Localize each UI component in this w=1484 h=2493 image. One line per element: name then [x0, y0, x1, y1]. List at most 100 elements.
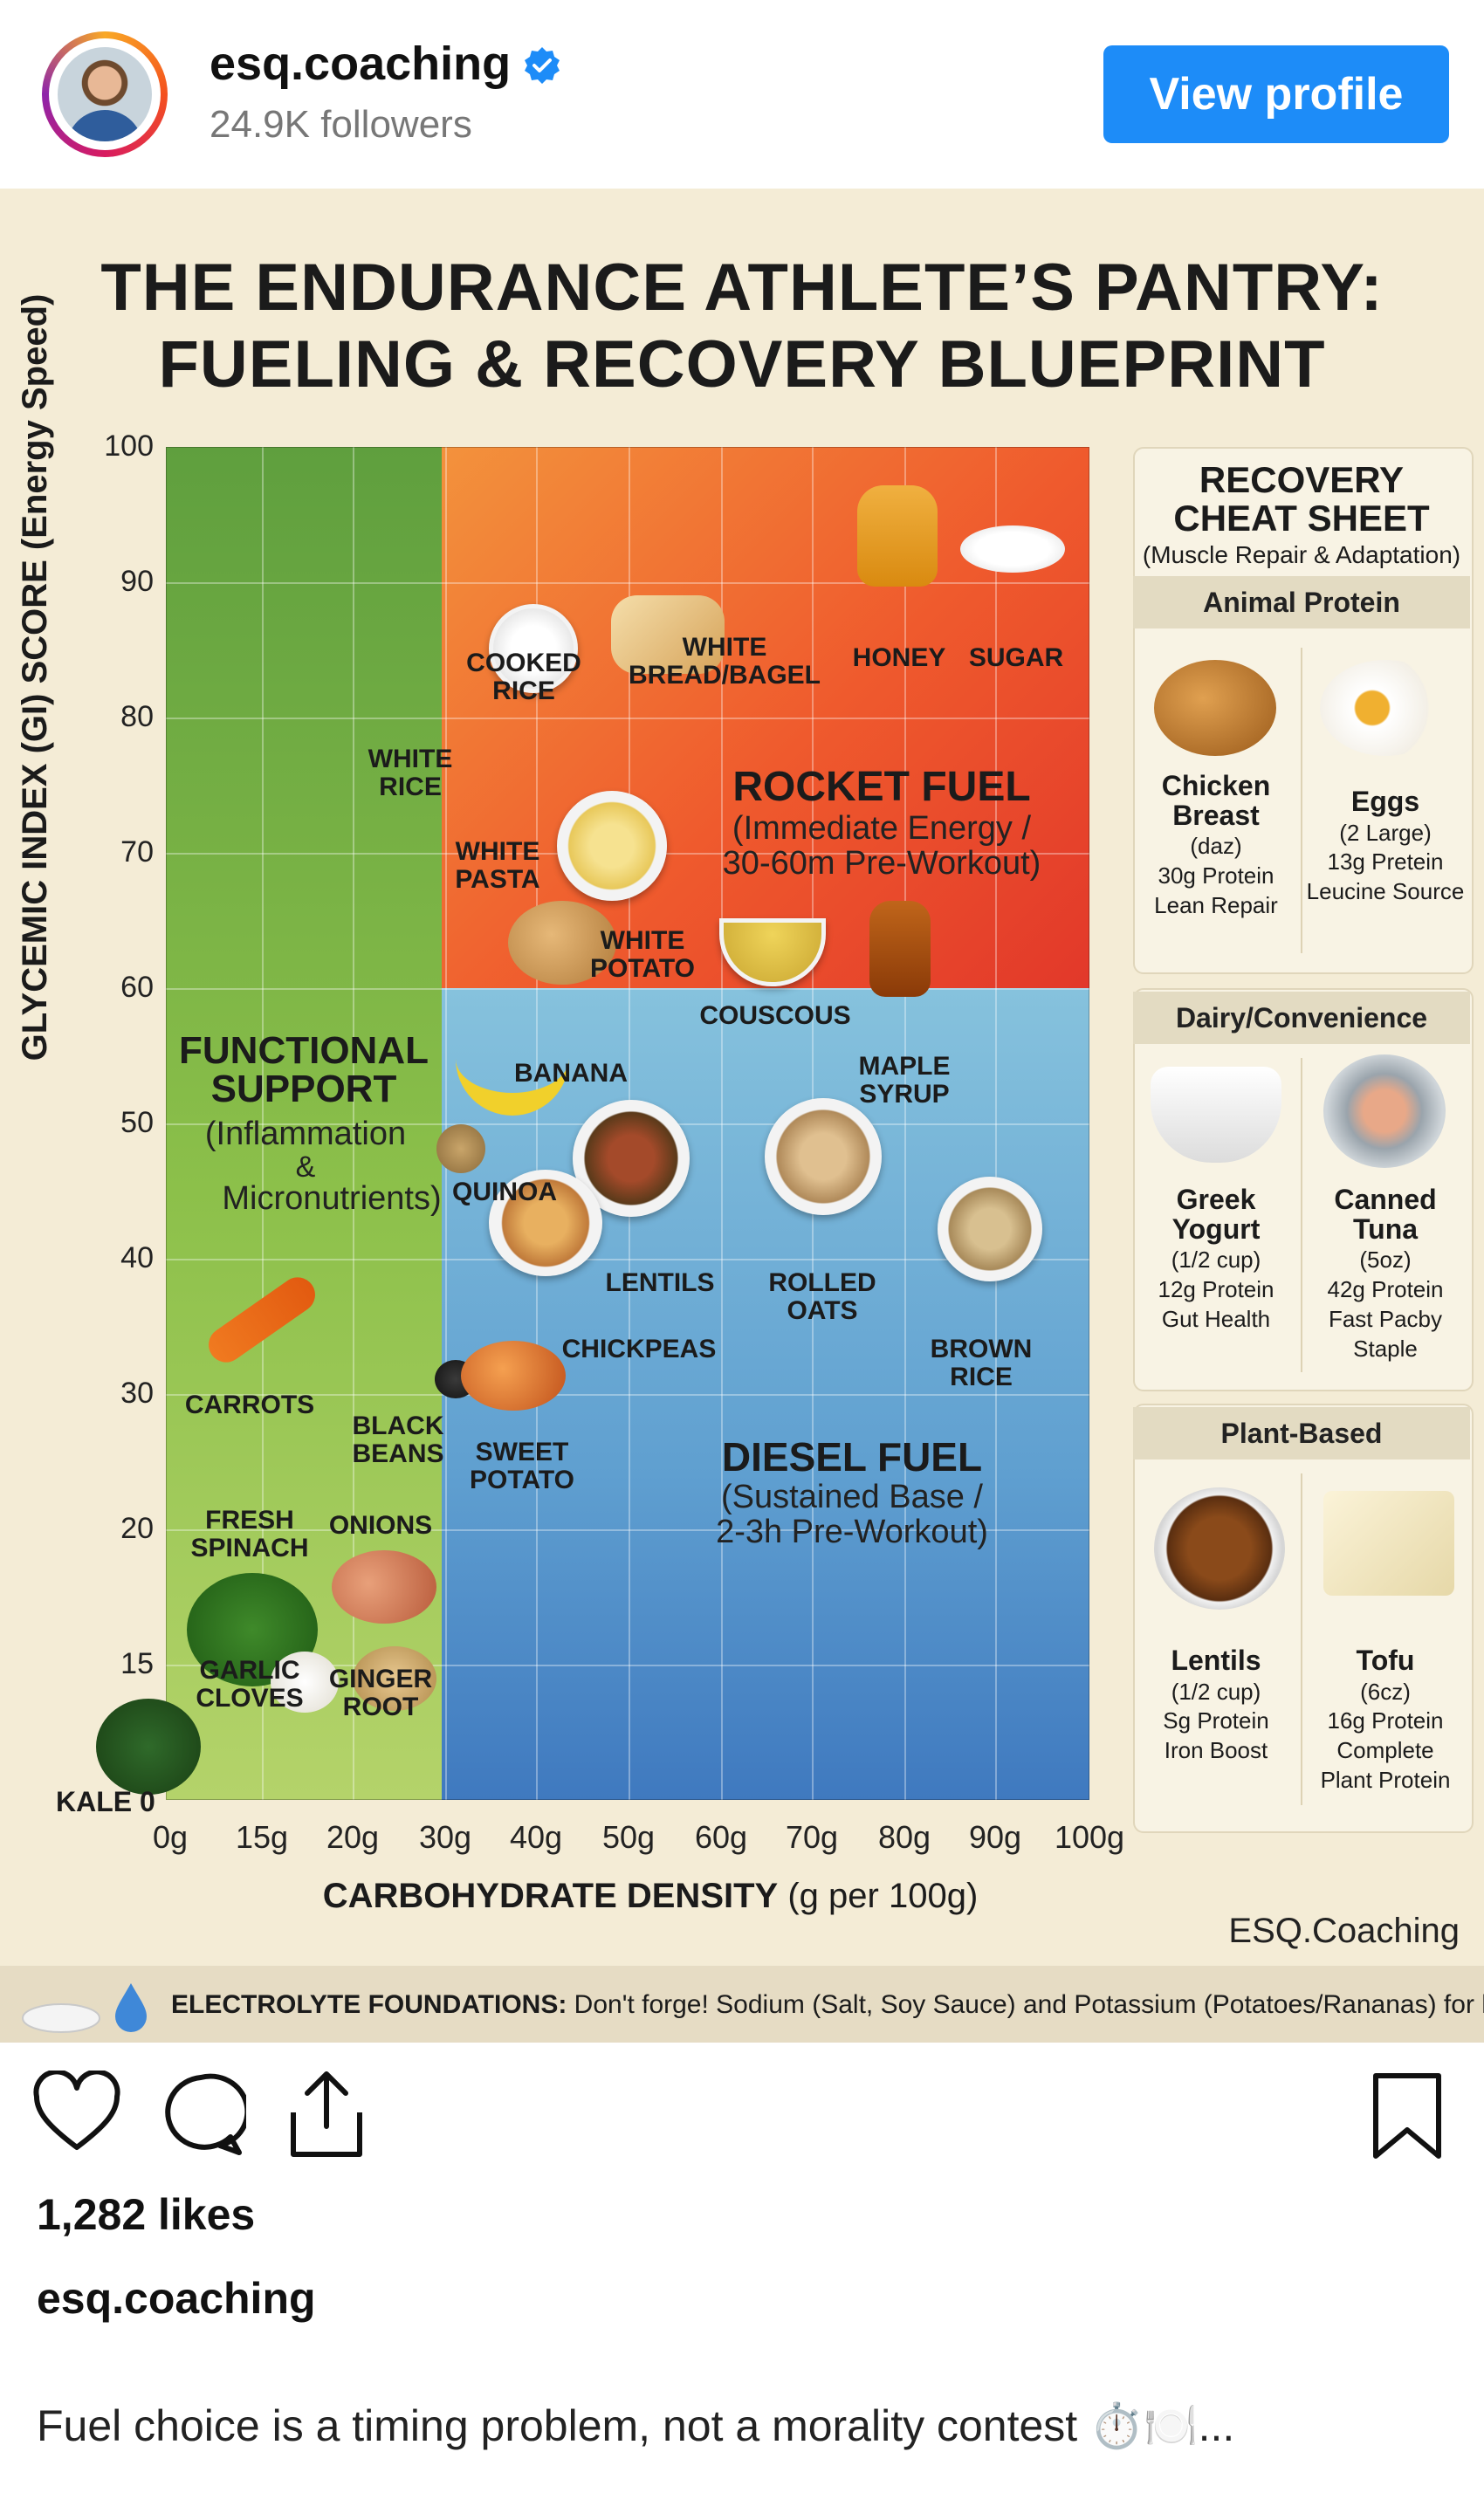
sidebar-title-line1: RECOVERY: [1199, 459, 1405, 500]
electrolyte-footer-body: Don't forge! Sodium (Salt, Soy Sauce) an…: [574, 1990, 1484, 2019]
food-label-garlic-cloves: GARLIC CLOVES: [154, 1657, 346, 1712]
food-label-chickpeas: CHICKPEAS: [543, 1336, 735, 1363]
sidebar-title-line2: CHEAT SHEET: [1173, 498, 1430, 539]
chicken-desc-2: 30g Protein: [1158, 862, 1274, 889]
food-label-line: RICE: [950, 1362, 1013, 1391]
eggs-image: [1320, 660, 1451, 756]
food-label-white-pasta: WHITE PASTA: [402, 838, 594, 893]
y-tick-label: 40: [120, 1241, 154, 1274]
food-label-line: WHITE: [368, 745, 453, 773]
post-caption[interactable]: Fuel choice is a timing problem, not a m…: [37, 2401, 1235, 2450]
yogurt-desc-2: 12g Protein: [1158, 1276, 1274, 1303]
tofu-name: Tofu: [1356, 1645, 1415, 1676]
tuna-desc-1: (5oz): [1359, 1246, 1412, 1274]
food-label-black-beans: BLACK BEANS: [302, 1412, 494, 1467]
food-label-fresh-spinach: FRESH SPINACH: [154, 1507, 346, 1562]
food-label-line: ROLLED: [768, 1268, 876, 1297]
x-tick-label: 90g: [968, 1819, 1022, 1855]
food-label-line: RICE: [379, 772, 442, 801]
tofu-desc-4: Plant Protein: [1320, 1767, 1451, 1794]
food-label-white-potato: WHITE POTATO: [546, 927, 739, 982]
gridline-vertical: [995, 447, 997, 1800]
share-icon[interactable]: [283, 2065, 370, 2161]
sidebar-item-eggs: Eggs (2 Large) 13g Pretein Leucine Sourc…: [1302, 786, 1468, 905]
poster-brand: ESQ.Coaching: [1228, 1912, 1460, 1950]
x-axis-label-unit: (g per 100g): [778, 1877, 979, 1915]
chicken-desc-1: (daz): [1190, 833, 1242, 860]
food-label-line: LENTILS: [605, 1268, 715, 1297]
food-label-white-bread-bagel: WHITE BREAD/BAGEL: [629, 634, 821, 689]
bread-bagel-image: [611, 595, 725, 674]
food-label-line: BREAD/BAGEL: [629, 660, 821, 690]
y-tick-label: 60: [120, 971, 154, 1004]
honey-jar-image: [857, 485, 938, 587]
poster-title-line1: THE ENDURANCE ATHLETE’S PANTRY:: [100, 251, 1384, 325]
food-label-line: COOKED: [466, 649, 581, 677]
food-label-line: POTATO: [590, 953, 695, 983]
food-label-line: SYRUP: [859, 1079, 950, 1109]
gridline-vertical: [904, 447, 906, 1800]
x-tick-label: 70g: [785, 1819, 839, 1855]
food-label-cooked-rice: COOKED RICE: [428, 649, 620, 704]
tuna-name-2: Tuna: [1352, 1212, 1419, 1245]
tuna-desc-3: Fast Pacby: [1328, 1305, 1443, 1332]
yogurt-desc-3: Gut Health: [1161, 1305, 1271, 1332]
food-label-line: BLACK: [352, 1411, 444, 1440]
sidebar-item-greek-yogurt: Greek Yogurt (1/2 cup) 12g Protein Gut H…: [1133, 1185, 1299, 1333]
post-image[interactable]: THE ENDURANCE ATHLETE’S PANTRY: FUELING …: [0, 189, 1484, 2043]
section-plant-based: Plant-Based: [1133, 1407, 1470, 1459]
functional-support-title-text: FUNCTIONAL SUPPORT: [179, 1029, 429, 1110]
food-label-line: CARROTS: [184, 1391, 315, 1419]
gridline-vertical: [536, 447, 538, 1800]
sidebar-card-plant: [1133, 1404, 1474, 1833]
tuna-desc-4: Staple: [1353, 1335, 1418, 1362]
food-label-line: QUINOA: [452, 1178, 557, 1206]
x-tick-label: 20g: [326, 1819, 380, 1855]
food-label-line: BEANS: [352, 1439, 444, 1468]
chickpeas-image: [489, 1170, 602, 1276]
y-axis-zero-label: KALE 0: [56, 1786, 155, 1817]
yogurt-desc-1: (1/2 cup): [1171, 1246, 1261, 1274]
food-label-line: SWEET: [475, 1438, 569, 1466]
brown-rice-image: [938, 1177, 1042, 1281]
food-label-rolled-oats: ROLLED OATS: [726, 1269, 918, 1324]
lentils-desc-1: (1/2 cup): [1171, 1678, 1261, 1705]
electrolyte-footer-heading: ELECTROLYTE FOUNDATIONS:: [171, 1990, 567, 2019]
diesel-fuel-title: DIESEL FUEL: [721, 1434, 983, 1480]
like-count[interactable]: 1,282 likes: [37, 2190, 256, 2239]
x-tick-label: 60g: [694, 1819, 748, 1855]
comment-icon[interactable]: [155, 2071, 246, 2158]
food-label-brown-rice: BROWN RICE: [885, 1336, 1077, 1391]
y-tick-label: 90: [120, 565, 154, 598]
sidebar-item-lentils: Lentils (1/2 cup) Sg Protein Iron Boost: [1133, 1645, 1299, 1764]
y-axis-label: GLYCEMIC INDEX (GI) SCORE (Energy Speed): [16, 293, 54, 1061]
chicken-breast-image: [1154, 660, 1276, 756]
food-label-line: OATS: [787, 1295, 858, 1325]
caption-username[interactable]: esq.coaching: [37, 2274, 316, 2323]
heart-icon[interactable]: [31, 2071, 122, 2154]
gridline-vertical: [721, 447, 723, 1800]
avatar[interactable]: [42, 31, 168, 157]
food-label-line: WHITE: [600, 926, 685, 955]
food-label-line: FRESH: [205, 1506, 294, 1535]
chart-frame: [166, 447, 1089, 1800]
food-label-line: ONIONS: [328, 1511, 433, 1540]
food-label-line: BROWN: [930, 1335, 1033, 1363]
lentils-bowl-image: [1154, 1487, 1285, 1610]
diesel-fuel-subtitle-2: 2-3h Pre-Workout): [716, 1514, 988, 1550]
eggs-desc-2: 13g Pretein: [1327, 848, 1444, 876]
chicken-name-2: Breast: [1172, 799, 1260, 831]
sweet-potato-image: [461, 1341, 566, 1411]
x-axis-label: CARBOHYDRATE DENSITY (g per 100g): [0, 1877, 1301, 1916]
bookmark-icon[interactable]: [1371, 2072, 1444, 2160]
tuna-name-1: Canned: [1334, 1184, 1437, 1215]
food-label-line: MAPLE: [858, 1052, 951, 1081]
recovery-cheat-sheet: RECOVERY CHEAT SHEET (Muscle Repair & Ad…: [1133, 447, 1474, 1833]
rocket-fuel-subtitle-1: (Immediate Energy /: [732, 810, 1032, 847]
x-tick-label: 100g: [1054, 1819, 1125, 1855]
view-profile-button[interactable]: View profile: [1103, 45, 1449, 143]
gridline-vertical: [262, 447, 264, 1800]
food-label-line: GARLIC: [199, 1656, 300, 1685]
food-label-sugar: SUGAR: [920, 644, 1112, 672]
profile-username[interactable]: esq.coaching: [210, 38, 512, 90]
